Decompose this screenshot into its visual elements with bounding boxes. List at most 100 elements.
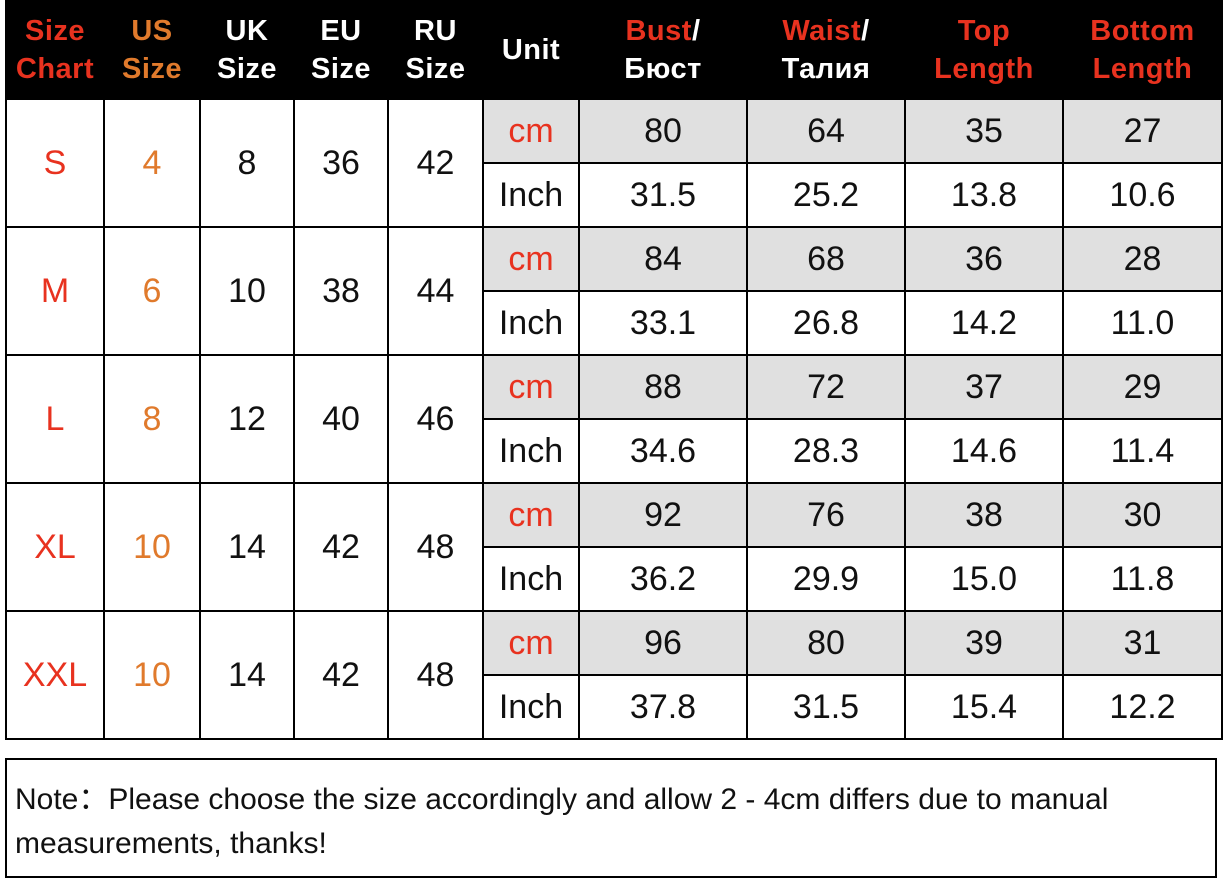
header-waist-ru: Талия bbox=[781, 53, 871, 85]
waist-cell: 80 bbox=[746, 610, 906, 676]
bottom-length-cell: 28 bbox=[1062, 226, 1223, 292]
uk-size-cell: 8 bbox=[199, 98, 295, 228]
header-eu-line1: EU bbox=[320, 15, 362, 47]
bust-cell: 80 bbox=[578, 98, 748, 164]
eu-size-cell: 42 bbox=[293, 610, 389, 740]
header-us-line1: US bbox=[131, 15, 173, 47]
header-top-line2: Length bbox=[934, 53, 1034, 85]
table-row: Inch 33.1 26.8 14.2 11.0 bbox=[6, 290, 1223, 356]
header-size-line1: Size bbox=[24, 15, 86, 47]
header-size-line2: Chart bbox=[15, 53, 95, 85]
header-ru-line1: RU bbox=[414, 15, 457, 47]
table-row: XXL 10 14 42 48 cm 96 80 39 31 bbox=[5, 610, 1223, 740]
bust-cell: 92 bbox=[578, 482, 748, 548]
size-cell: XL bbox=[5, 482, 105, 612]
bust-cell: 34.6 bbox=[578, 418, 748, 484]
top-length-cell: 14.2 bbox=[904, 290, 1064, 356]
header-unit-label: Unit bbox=[501, 34, 561, 66]
table-row: Inch 37.8 31.5 15.4 12.2 bbox=[6, 674, 1223, 740]
bust-cell: 37.8 bbox=[578, 674, 748, 740]
ru-size-cell: 44 bbox=[387, 226, 484, 356]
header-top-length: Top Length bbox=[904, 0, 1064, 100]
header-us-line2: Size bbox=[121, 53, 183, 85]
top-length-cell: 13.8 bbox=[904, 162, 1064, 228]
header-ru-size: RU Size bbox=[387, 0, 484, 100]
header-ru-line2: Size bbox=[405, 53, 466, 85]
bottom-length-cell: 29 bbox=[1062, 354, 1223, 420]
uk-size-cell: 12 bbox=[199, 354, 295, 484]
waist-cell: 29.9 bbox=[746, 546, 906, 612]
unit-cell: Inch bbox=[482, 290, 580, 356]
waist-cell: 26.8 bbox=[746, 290, 906, 356]
header-bust-slash: / bbox=[691, 15, 701, 47]
table-row: XL 10 14 42 48 cm 92 76 38 30 bbox=[5, 482, 1223, 612]
size-cell: XXL bbox=[5, 610, 105, 740]
unit-cell: cm bbox=[482, 226, 580, 292]
ru-size-cell: 48 bbox=[387, 482, 484, 612]
eu-size-cell: 40 bbox=[293, 354, 389, 484]
us-size-cell: 10 bbox=[103, 482, 201, 612]
unit-cell: cm bbox=[482, 354, 580, 420]
top-length-cell: 14.6 bbox=[904, 418, 1064, 484]
top-length-cell: 37 bbox=[904, 354, 1064, 420]
eu-size-cell: 38 bbox=[293, 226, 389, 356]
unit-cell: cm bbox=[482, 482, 580, 548]
header-bust-ru: Бюст bbox=[624, 53, 702, 85]
bust-cell: 88 bbox=[578, 354, 748, 420]
size-cell: S bbox=[5, 98, 105, 228]
bottom-length-cell: 27 bbox=[1062, 98, 1223, 164]
waist-cell: 64 bbox=[746, 98, 906, 164]
header-uk-line2: Size bbox=[216, 53, 278, 85]
size-cell: L bbox=[5, 354, 105, 484]
header-bottom-length: Bottom Length bbox=[1062, 0, 1223, 100]
header-uk-size: UK Size bbox=[199, 0, 295, 100]
header-waist-slash: / bbox=[861, 15, 870, 47]
us-size-cell: 6 bbox=[103, 226, 201, 356]
table-row: Inch 31.5 25.2 13.8 10.6 bbox=[6, 162, 1223, 228]
top-length-cell: 38 bbox=[904, 482, 1064, 548]
uk-size-cell: 14 bbox=[199, 482, 295, 612]
ru-size-cell: 48 bbox=[387, 610, 484, 740]
uk-size-cell: 10 bbox=[199, 226, 295, 356]
us-size-cell: 4 bbox=[103, 98, 201, 228]
waist-cell: 72 bbox=[746, 354, 906, 420]
table-row: M 6 10 38 44 cm 84 68 36 28 bbox=[5, 226, 1223, 356]
waist-cell: 76 bbox=[746, 482, 906, 548]
unit-cell: cm bbox=[482, 98, 580, 164]
header-waist: Waist/ Талия bbox=[746, 0, 906, 100]
unit-cell: Inch bbox=[482, 162, 580, 228]
header-waist-en: Waist bbox=[782, 15, 862, 47]
header-row: Size Chart US Size UK Size EU Size RU bbox=[5, 0, 1223, 100]
top-length-cell: 35 bbox=[904, 98, 1064, 164]
header-size-chart: Size Chart bbox=[5, 0, 105, 100]
bottom-length-cell: 11.0 bbox=[1062, 290, 1223, 356]
bust-cell: 33.1 bbox=[578, 290, 748, 356]
top-length-cell: 39 bbox=[904, 610, 1064, 676]
table-row: S 4 8 36 42 cm 80 64 35 27 bbox=[5, 98, 1223, 228]
unit-cell: Inch bbox=[482, 418, 580, 484]
header-bottom-line2: Length bbox=[1092, 53, 1193, 85]
header-uk-line1: UK bbox=[225, 15, 269, 47]
header-bust: Bust/ Бюст bbox=[578, 0, 748, 100]
size-note: Note：Please choose the size accordingly … bbox=[5, 758, 1217, 878]
header-bust-en: Bust bbox=[625, 15, 692, 47]
table-row: Inch 36.2 29.9 15.0 11.8 bbox=[6, 546, 1223, 612]
top-length-cell: 15.4 bbox=[904, 674, 1064, 740]
bottom-length-cell: 30 bbox=[1062, 482, 1223, 548]
unit-cell: Inch bbox=[482, 674, 580, 740]
table-row: L 8 12 40 46 cm 88 72 37 29 bbox=[5, 354, 1223, 484]
ru-size-cell: 42 bbox=[387, 98, 484, 228]
bust-cell: 96 bbox=[578, 610, 748, 676]
ru-size-cell: 46 bbox=[387, 354, 484, 484]
bust-cell: 84 bbox=[578, 226, 748, 292]
header-eu-line2: Size bbox=[310, 53, 372, 85]
waist-cell: 25.2 bbox=[746, 162, 906, 228]
bust-cell: 31.5 bbox=[578, 162, 748, 228]
bottom-length-cell: 11.4 bbox=[1062, 418, 1223, 484]
unit-cell: cm bbox=[482, 610, 580, 676]
header-top-line1: Top bbox=[957, 15, 1011, 47]
eu-size-cell: 42 bbox=[293, 482, 389, 612]
table-row: Inch 34.6 28.3 14.6 11.4 bbox=[6, 418, 1223, 484]
size-table: Size Chart US Size UK Size EU Size RU bbox=[5, 0, 1223, 740]
